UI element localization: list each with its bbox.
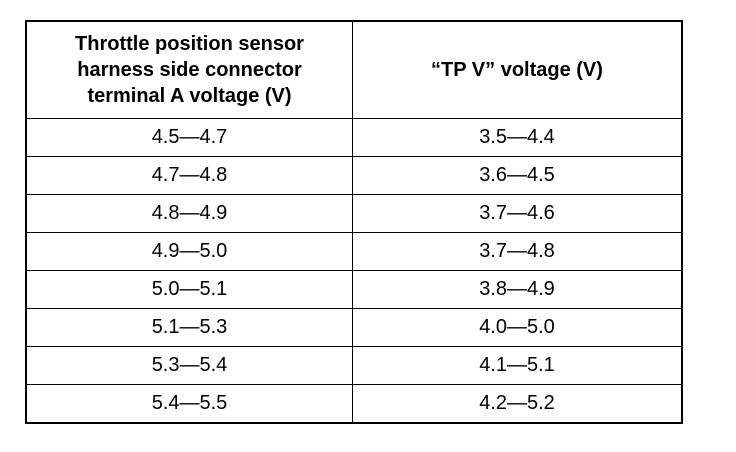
- table-row: 5.1—5.3 4.0—5.0: [25, 308, 683, 347]
- table-row: 4.5—4.7 3.5—4.4: [25, 118, 683, 157]
- table-cell: 5.0—5.1: [25, 270, 353, 309]
- table-row: 5.4—5.5 4.2—5.2: [25, 384, 683, 424]
- table-cell: 4.2—5.2: [352, 384, 683, 424]
- table-cell: 4.9—5.0: [25, 232, 353, 271]
- header-text: harness side connector: [77, 59, 302, 81]
- table-cell: 4.0—5.0: [352, 308, 683, 347]
- table-cell: 4.1—5.1: [352, 346, 683, 385]
- header-cell: Throttle position sensor harness side con…: [25, 20, 353, 119]
- header-text: Throttle position sensor: [75, 33, 304, 55]
- table-cell: 4.7—4.8: [25, 156, 353, 195]
- table-cell: 3.7—4.6: [352, 194, 683, 233]
- table-row: 5.3—5.4 4.1—5.1: [25, 346, 683, 385]
- table-cell: 3.5—4.4: [352, 118, 683, 157]
- header-text: terminal A voltage (V): [87, 85, 292, 107]
- table-cell: 5.3—5.4: [25, 346, 353, 385]
- table-cell: 5.4—5.5: [25, 384, 353, 424]
- table-cell: 3.8—4.9: [352, 270, 683, 309]
- voltage-table: Throttle position sensor harness side con…: [25, 20, 683, 424]
- table-header: Throttle position sensor harness side con…: [25, 20, 683, 119]
- header-row: Throttle position sensor harness side con…: [25, 20, 683, 119]
- table-cell: 4.5—4.7: [25, 118, 353, 157]
- header-text: “TP V” voltage (V): [431, 59, 603, 81]
- table-row: 4.7—4.8 3.6—4.5: [25, 156, 683, 195]
- table-row: 4.8—4.9 3.7—4.6: [25, 194, 683, 233]
- header-cell: “TP V” voltage (V): [352, 20, 683, 119]
- table-cell: 3.6—4.5: [352, 156, 683, 195]
- table-row: 5.0—5.1 3.8—4.9: [25, 270, 683, 309]
- table-body: 4.5—4.7 3.5—4.4 4.7—4.8 3.6—4.5 4.8—4.9 3.7—4…: [25, 118, 683, 424]
- table-cell: 3.7—4.8: [352, 232, 683, 271]
- table-row: 4.9—5.0 3.7—4.8: [25, 232, 683, 271]
- table-cell: 5.1—5.3: [25, 308, 353, 347]
- table-cell: 4.8—4.9: [25, 194, 353, 233]
